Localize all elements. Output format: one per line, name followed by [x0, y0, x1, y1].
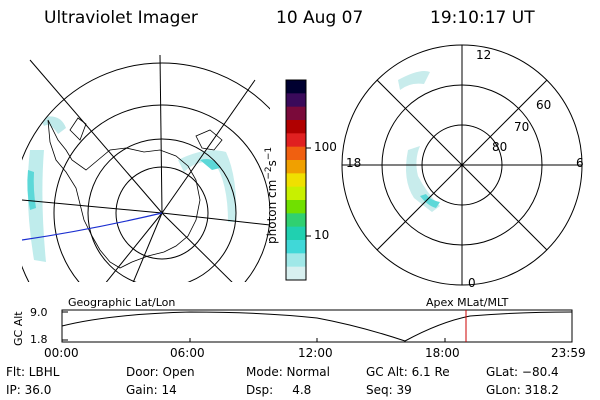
polar-grid-icon: [341, 44, 583, 286]
time-tick-4: 23:59: [551, 346, 586, 360]
status-door: Door: Open: [126, 365, 195, 379]
colorbar-segment: [286, 173, 306, 188]
colorbar-segment: [286, 240, 306, 254]
mlt-label-0: 0: [468, 276, 476, 290]
colorbar: [286, 80, 306, 281]
time-label: 19:10:17 UT: [430, 8, 535, 28]
colorbar-segment: [286, 226, 306, 241]
time-tick-2: 12:00: [298, 346, 333, 360]
colorbar-segment: [286, 133, 306, 148]
time-tick-0: 00:00: [44, 346, 79, 360]
time-tick-1: 06:00: [170, 346, 205, 360]
status-glat: GLat: −80.4: [486, 365, 559, 379]
mlt-label-6: 6: [576, 156, 584, 170]
status-mode: Mode: Normal: [246, 365, 330, 379]
mlat-label-80: 80: [492, 140, 508, 154]
mlat-label-70: 70: [514, 120, 530, 134]
colorbar-segment: [286, 213, 306, 228]
apex-projection-label: Apex MLat/MLT: [426, 296, 509, 309]
colorbar-segment: [286, 186, 306, 201]
colorbar-segment: [286, 106, 306, 121]
colorbar-segment: [286, 200, 306, 214]
status-glon: GLon: 318.2: [486, 383, 559, 397]
status-seq: Seq: 39: [366, 383, 412, 397]
status-filter: Flt: LBHL: [6, 365, 60, 379]
earth-map-icon: [22, 54, 270, 282]
colorbar-unit-label: photon cm−2s−1: [264, 146, 279, 244]
date-label: 10 Aug 07: [276, 8, 364, 28]
mlt-label-12: 12: [476, 48, 492, 62]
colorbar-tick-10: 10: [314, 228, 330, 242]
orbit-axis-label: GC Alt: [12, 311, 25, 346]
status-dsp: Dsp: 4.8: [246, 383, 312, 397]
geographic-projection-label: Geographic Lat/Lon: [68, 296, 176, 309]
mlt-label-18: 18: [346, 156, 362, 170]
status-gc-alt: GC Alt: 6.1 Re: [366, 365, 450, 379]
orbit-alt-min: 1.8: [30, 333, 48, 346]
colorbar-tick-100: 100: [314, 140, 337, 154]
colorbar-segment: [286, 253, 306, 268]
mlat-label-60: 60: [536, 98, 552, 112]
app-title: Ultraviolet Imager: [44, 8, 198, 28]
status-ip: IP: 36.0: [6, 383, 52, 397]
time-tick-3: 18:00: [425, 346, 460, 360]
status-gain: Gain: 14: [126, 383, 177, 397]
colorbar-segment: [286, 80, 306, 94]
colorbar-segment: [286, 266, 306, 281]
orbit-altitude-plot: [61, 309, 573, 343]
colorbar-segment: [286, 120, 306, 134]
colorbar-segment: [286, 146, 306, 161]
orbit-alt-max: 9.0: [30, 306, 48, 319]
colorbar-segment: [286, 160, 306, 174]
colorbar-segment: [286, 93, 306, 108]
